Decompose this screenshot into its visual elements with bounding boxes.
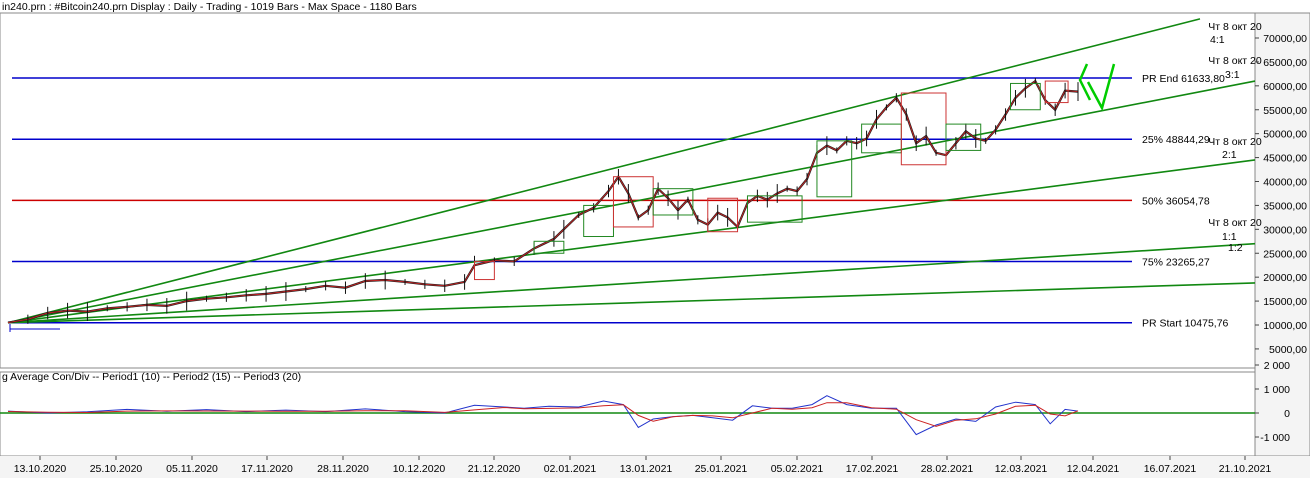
swing-box [533, 240, 565, 254]
x-tick-label: 25.01.2021 [695, 463, 748, 475]
y-tick-label: 30000,00 [1263, 224, 1307, 236]
y-tick-label: 55000,00 [1263, 105, 1307, 117]
fan-line-0 [7, 18, 1201, 324]
level-label-1: 25% 48844,29 [1142, 134, 1210, 146]
x-tick-label: 28.02.2021 [921, 463, 974, 475]
y-tick-label: 25000,00 [1263, 248, 1307, 260]
y-tick-label: 5000,00 [1269, 344, 1307, 356]
projection-arrow-down-up [1086, 63, 1116, 112]
osc-tick-label: 0 [1284, 408, 1290, 420]
indicator-panel [0, 371, 1256, 457]
y-tick-label: 70000,00 [1263, 33, 1307, 45]
indicator-title: g Average Con/Div -- Period1 (10) -- Per… [2, 371, 301, 383]
swing-box [652, 188, 694, 216]
x-tick-label: 12.04.2021 [1067, 463, 1120, 475]
level-label-2: 50% 36054,78 [1142, 195, 1210, 207]
fan-date-label-3: Чт 8 окт 20 [1208, 217, 1262, 229]
osc-tick-label: -1 000 [1260, 432, 1290, 444]
fan-ratio-label-1: 3:1 [1225, 69, 1240, 81]
date-axis [0, 456, 1310, 478]
fan-date-label-0: Чт 8 окт 20 [1208, 21, 1262, 33]
level-label-3: 75% 23265,27 [1142, 257, 1210, 269]
x-tick-label: 10.12.2020 [393, 463, 446, 475]
swing-box [746, 195, 803, 223]
fan-line-4 [7, 282, 1256, 324]
price-line [7, 80, 1079, 324]
fan-line-3 [7, 242, 1256, 324]
osc-line-slow [7, 402, 1079, 427]
swing-box [1044, 80, 1069, 104]
x-tick-label: 02.01.2021 [544, 463, 597, 475]
y-tick-label: 10000,00 [1263, 320, 1307, 332]
fan-date-label-1: Чт 8 окт 20 [1208, 55, 1262, 67]
y-tick-label: 50000,00 [1263, 129, 1307, 141]
fan-line-2 [7, 159, 1256, 324]
x-tick-label: 17.02.2021 [846, 463, 899, 475]
fan-ratio-label-4: 1:2 [1228, 242, 1243, 254]
chart-header: in240.prn : #Bitcoin240.prn Display : Da… [2, 1, 417, 13]
level-label-4: PR Start 10475,76 [1142, 318, 1229, 330]
x-tick-label: 25.10.2020 [90, 463, 143, 475]
swing-box [474, 260, 495, 281]
swing-box [1010, 82, 1041, 111]
x-tick-label: 13.10.2020 [14, 463, 67, 475]
osc-tick-label: 1 000 [1264, 384, 1290, 396]
y-tick-label: 45000,00 [1263, 153, 1307, 165]
y-tick-label: 40000,00 [1263, 177, 1307, 189]
x-tick-label: 16.07.2021 [1144, 463, 1197, 475]
x-tick-label: 12.03.2021 [995, 463, 1048, 475]
y-tick-label: 20000,00 [1263, 272, 1307, 284]
fan-ratio-label-3: 1:1 [1222, 231, 1237, 243]
swing-box [945, 123, 982, 151]
osc-tick-label: 2 000 [1264, 360, 1290, 372]
y-tick-label: 15000,00 [1263, 296, 1307, 308]
fan-ratio-label-2: 2:1 [1222, 149, 1237, 161]
x-tick-label: 05.02.2021 [771, 463, 824, 475]
x-tick-label: 28.11.2020 [317, 463, 369, 475]
x-tick-label: 13.01.2021 [620, 463, 673, 475]
swing-box [816, 140, 853, 198]
price-axis [1254, 12, 1310, 457]
projection-arrow-up-left [1078, 63, 1092, 101]
x-tick-label: 21.12.2020 [468, 463, 521, 475]
x-tick-label: 21.10.2021 [1219, 463, 1272, 475]
fan-ratio-label-0: 4:1 [1210, 34, 1225, 46]
level-label-0: PR End 61633,80 [1142, 73, 1225, 85]
swing-box [707, 197, 739, 233]
y-tick-label: 65000,00 [1263, 57, 1307, 69]
x-tick-label: 05.11.2020 [166, 463, 218, 475]
x-tick-label: 17.11.2020 [241, 463, 293, 475]
y-tick-label: 60000,00 [1263, 81, 1307, 93]
y-tick-label: 35000,00 [1263, 200, 1307, 212]
fan-date-label-2: Чт 8 окт 20 [1208, 136, 1262, 148]
